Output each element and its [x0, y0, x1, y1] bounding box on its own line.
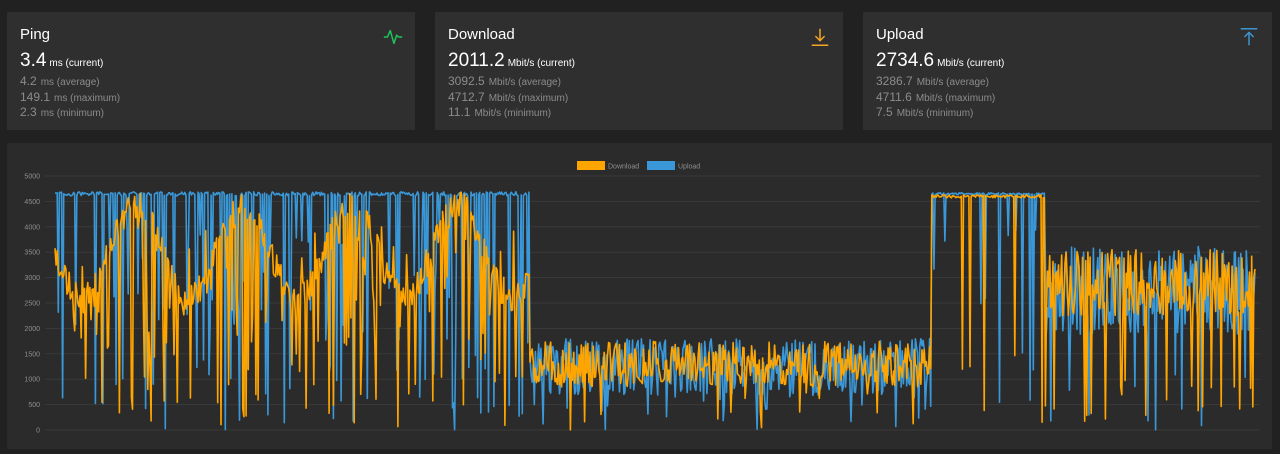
y-tick-label: 2000 — [24, 326, 40, 333]
throughput-chart-panel: 5000 4500 4000 3500 3000 2500 2000 1500 1000 500 0… — [7, 143, 1272, 449]
current-value: 2734.6 Mbit/s (current) — [876, 50, 1005, 71]
maximum-value: 4712.7 Mbit/s (maximum) — [448, 90, 569, 104]
current-value: 2011.2 Mbit/s (current) — [448, 50, 575, 71]
legend-swatch — [647, 161, 675, 170]
card-title: Download — [448, 26, 515, 43]
minimum-value: 11.1 Mbit/s (minimum) — [448, 105, 552, 119]
y-tick-label: 0 — [36, 428, 40, 435]
card-title: Ping — [20, 26, 51, 43]
download-series — [54, 191, 1256, 431]
average-value: 4.2 ms (average) — [20, 74, 100, 88]
throughput-chart: 5000450040003500300025002000150010005000… — [24, 161, 1260, 435]
ping-card: Ping 3.4 ms (current) 4.2 ms (average) 149… — [7, 12, 415, 130]
y-tick-label: 4000 — [24, 224, 40, 231]
y-tick-label: 1500 — [24, 351, 40, 358]
y-tick-label: 3000 — [24, 275, 40, 282]
y-tick-label: 4500 — [24, 199, 40, 206]
y-tick-label: 3500 — [24, 250, 40, 257]
upload-line — [55, 191, 1256, 431]
maximum-value: 149.1 ms (maximum) — [20, 90, 121, 104]
y-tick-label: 5000 — [24, 174, 40, 181]
download-icon — [811, 28, 829, 46]
maximum-value: 4711.6 Mbit/s (maximum) — [876, 90, 996, 104]
minimum-value: 7.5 Mbit/s (minimum) — [876, 105, 974, 119]
minimum-value: 2.3 ms (minimum) — [20, 105, 105, 119]
upload-card: Upload 2734.6 Mbit/s (current) 3286.7 Mbit… — [863, 12, 1272, 130]
y-tick-label: 2500 — [24, 301, 40, 308]
download-line — [54, 191, 1256, 431]
upload-series — [55, 191, 1256, 431]
legend-swatch — [577, 161, 605, 170]
card-title: Upload — [876, 26, 924, 43]
legend-label: Upload — [678, 164, 700, 171]
activity-icon — [383, 29, 403, 45]
average-value: 3286.7 Mbit/s (average) — [876, 74, 989, 88]
current-value: 3.4 ms (current) — [20, 50, 104, 71]
download-card: Download 2011.2 Mbit/s (current) 3092.5 Mb… — [435, 12, 843, 130]
average-value: 3092.5 Mbit/s (average) — [448, 74, 561, 88]
y-tick-label: 500 — [28, 402, 40, 409]
y-tick-label: 1000 — [24, 377, 40, 384]
legend-label: Download — [608, 164, 639, 171]
chart-legend: Download Upload — [577, 161, 700, 171]
upload-icon — [1240, 28, 1258, 46]
